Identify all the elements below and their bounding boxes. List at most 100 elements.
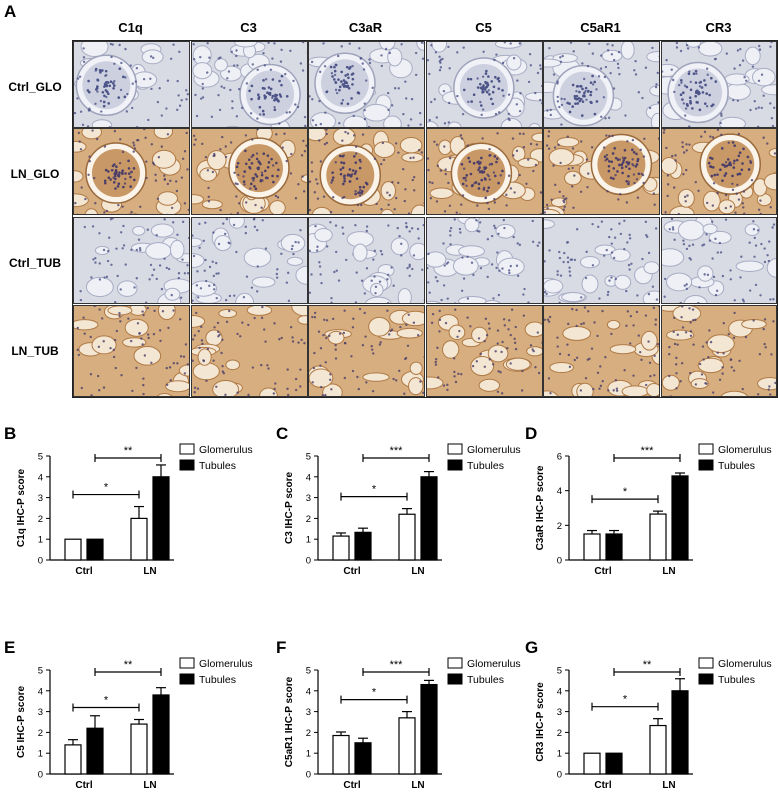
column-header-c3ar: C3aR: [348, 20, 383, 35]
y-tick-label: 4: [38, 472, 43, 483]
significance-label: *: [623, 694, 628, 706]
y-tick-label: 3: [306, 707, 311, 718]
micrograph-ctrl-tub-c1q: [73, 217, 190, 304]
bar-tubules-ctrl: [354, 531, 372, 561]
significance-label: **: [124, 445, 133, 457]
y-axis-label: C1q IHC-P score: [16, 468, 27, 547]
y-tick-label: 3: [38, 493, 43, 504]
y-tick-label: 1: [557, 749, 562, 760]
legend-swatch-tubules: [447, 459, 463, 471]
legend-label-tubules: Tubules: [199, 674, 236, 686]
row-label-ctrl-tub: Ctrl_TUB: [8, 256, 61, 270]
x-tick-label: LN: [411, 566, 424, 577]
panel-letter-c: C: [276, 424, 289, 443]
y-tick-label: 1: [38, 749, 43, 760]
y-tick-label: 2: [306, 728, 311, 739]
micrograph-ctrl-glo-c5ar1: [543, 41, 660, 128]
y-axis-label: CR3 IHC-P score: [535, 682, 546, 762]
legend-label-glomerulus: Glomerulus: [467, 658, 521, 670]
column-header-c5ar1: C5aR1: [580, 20, 621, 35]
legend-label-tubules: Tubules: [718, 674, 755, 686]
bar-tubules-ln: [152, 694, 170, 775]
y-tick-label: 0: [557, 770, 562, 781]
y-tick-label: 2: [557, 728, 562, 739]
micrograph-ln-tub-c5: [426, 305, 543, 397]
y-axis-label: C5 IHC-P score: [16, 686, 27, 759]
legend-swatch-tubules: [179, 673, 195, 685]
micrograph-ln-glo-c3: [191, 128, 308, 215]
y-tick-label: 6: [557, 452, 562, 463]
bar-glomerulus-ln: [649, 724, 667, 775]
bar-tubules-ctrl: [605, 533, 623, 561]
x-tick-label: Ctrl: [594, 780, 611, 791]
bar-glomerulus-ln: [130, 517, 148, 561]
significance-label: ***: [390, 445, 404, 457]
x-tick-label: Ctrl: [343, 780, 360, 791]
panel-letter-f: F: [276, 638, 287, 657]
significance-label: ***: [641, 445, 655, 457]
y-axis-label: C3 IHC-P score: [284, 472, 295, 545]
y-tick-label: 3: [306, 493, 311, 504]
x-tick-label: LN: [662, 780, 675, 791]
bar-glomerulus-ctrl: [332, 734, 350, 775]
bar-glomerulus-ctrl: [583, 752, 601, 775]
x-tick-label: LN: [143, 780, 156, 791]
micrograph-ln-tub-cr3: [661, 305, 777, 397]
y-tick-label: 0: [557, 556, 562, 567]
bar-glomerulus-ln: [398, 513, 416, 561]
x-tick-label: LN: [662, 566, 675, 577]
x-tick-label: LN: [411, 780, 424, 791]
bar-tubules-ln: [420, 476, 438, 561]
significance-label: ***: [390, 659, 404, 671]
y-tick-label: 1: [38, 535, 43, 546]
column-header-c3: C3: [240, 20, 257, 35]
micrograph-ctrl-tub-c5: [426, 217, 543, 304]
micrograph-ln-glo-cr3: [661, 128, 777, 215]
y-tick-label: 4: [38, 686, 43, 697]
legend-swatch-glomerulus: [698, 657, 714, 669]
y-tick-label: 1: [306, 749, 311, 760]
significance-label: *: [623, 486, 628, 498]
legend-label-tubules: Tubules: [467, 460, 504, 472]
bar-glomerulus-ln: [649, 513, 667, 561]
bar-tubules-ln: [152, 476, 170, 561]
bar-tubules-ctrl: [86, 538, 104, 561]
column-header-cr3: CR3: [705, 20, 732, 35]
x-tick-label: Ctrl: [594, 566, 611, 577]
y-tick-label: 4: [557, 686, 562, 697]
y-tick-label: 0: [38, 770, 43, 781]
y-tick-label: 3: [557, 707, 562, 718]
bar-tubules-ln: [671, 475, 689, 561]
bar-glomerulus-ctrl: [64, 538, 82, 561]
micrograph-ln-glo-c5ar1: [543, 128, 660, 215]
row-label-ln-tub: LN_TUB: [11, 344, 59, 358]
y-tick-label: 0: [306, 770, 311, 781]
legend-swatch-tubules: [698, 459, 714, 471]
micrograph-ln-tub-c3: [191, 305, 308, 397]
legend-swatch-glomerulus: [447, 443, 463, 455]
significance-label: *: [372, 484, 377, 496]
panel-letter-g: G: [525, 638, 539, 657]
micrograph-ln-tub-c3ar: [308, 305, 425, 397]
bar-glomerulus-ctrl: [583, 533, 601, 561]
y-tick-label: 5: [38, 452, 43, 463]
x-tick-label: Ctrl: [75, 566, 92, 577]
legend-label-tubules: Tubules: [467, 674, 504, 686]
micrograph-ln-tub-c5ar1: [543, 305, 660, 397]
x-tick-label: LN: [143, 566, 156, 577]
bar-glomerulus-ctrl: [332, 535, 350, 561]
panel-letter-a: A: [4, 2, 17, 21]
significance-label: **: [124, 659, 133, 671]
legend-label-tubules: Tubules: [718, 460, 755, 472]
y-tick-label: 5: [557, 666, 562, 677]
bar-tubules-ctrl: [86, 727, 104, 775]
y-tick-label: 4: [306, 686, 311, 697]
bar-glomerulus-ctrl: [64, 744, 82, 775]
bar-glomerulus-ln: [130, 723, 148, 775]
micrograph-ln-glo-c1q: [73, 128, 190, 215]
micrograph-ctrl-tub-c5ar1: [543, 217, 660, 304]
bar-tubules-ctrl: [605, 752, 623, 775]
